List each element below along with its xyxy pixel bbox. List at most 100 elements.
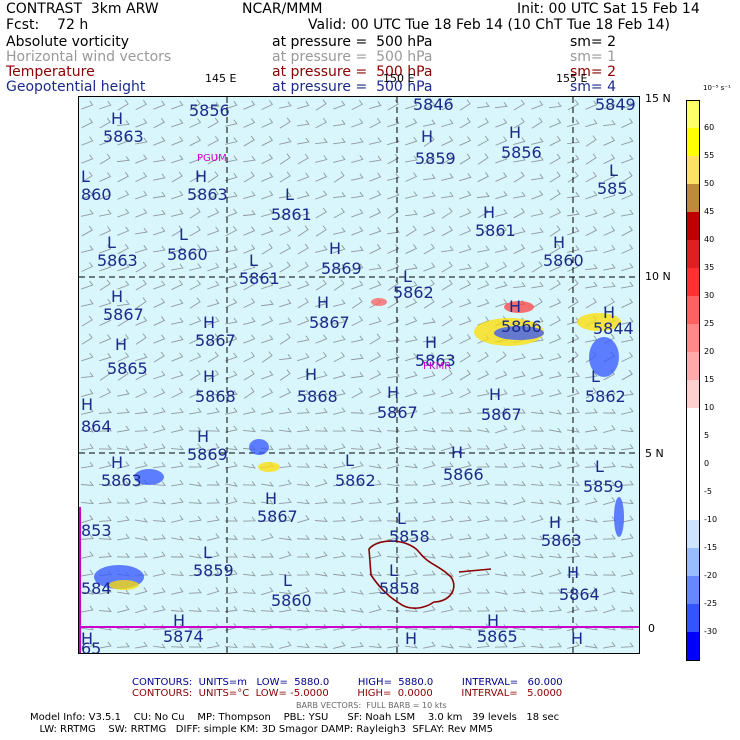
- wind-barb: [99, 190, 112, 200]
- wind-barb: [459, 443, 472, 451]
- wind-barb: [315, 155, 328, 163]
- wind-barb: [531, 353, 544, 361]
- low-marker: L: [107, 233, 116, 252]
- wind-barb: [405, 407, 418, 415]
- wind-barb: [423, 119, 436, 127]
- wind-barb: [423, 479, 436, 487]
- wind-barb: [261, 370, 274, 380]
- wind-barb: [225, 262, 238, 272]
- wind-barb: [405, 244, 418, 254]
- low-marker: L: [591, 367, 600, 386]
- wind-barb: [135, 443, 148, 451]
- wind-barb: [279, 479, 292, 487]
- wind-barb: [459, 263, 472, 271]
- wind-barb: [315, 190, 328, 200]
- wind-barb: [206, 480, 220, 486]
- legend-smoothing: sm= 4: [570, 79, 617, 95]
- wind-barb: [135, 333, 147, 345]
- wind-barb: [81, 427, 94, 433]
- wind-barb: [98, 426, 112, 432]
- wind-barb: [477, 172, 490, 183]
- wind-barb: [513, 137, 526, 145]
- wind-barb: [296, 408, 310, 414]
- height-value: 5867: [103, 305, 144, 324]
- wind-barb: [189, 225, 201, 237]
- colorbar-swatch: [686, 100, 700, 129]
- wind-barb: [278, 354, 292, 361]
- high-marker: H: [305, 365, 318, 384]
- wind-barb: [296, 534, 310, 540]
- wind-barb: [243, 226, 256, 236]
- wind-barb: [224, 516, 238, 522]
- wind-barb: [153, 569, 166, 577]
- wind-barb: [116, 299, 130, 307]
- wind-barb: [225, 155, 238, 163]
- height-value: 5862: [393, 283, 434, 302]
- wind-barb: [387, 371, 400, 379]
- wind-barb: [81, 171, 93, 183]
- wind-barb: [261, 190, 274, 200]
- wind-barb: [549, 208, 562, 219]
- wind-barb: [405, 533, 418, 541]
- wind-barb: [153, 425, 166, 434]
- wind-barb: [603, 641, 616, 649]
- wind-barb: [603, 297, 615, 309]
- wind-barb: [99, 388, 112, 399]
- low-marker: L: [283, 571, 292, 590]
- wind-barb: [260, 299, 274, 307]
- height-value: 5864: [559, 585, 600, 604]
- wind-barb: [620, 499, 634, 505]
- wind-barb: [278, 498, 292, 505]
- wind-barb: [152, 624, 166, 630]
- wind-barb: [135, 353, 148, 362]
- wind-barb: [369, 117, 381, 129]
- wind-barb: [405, 100, 418, 110]
- wind-barb: [333, 443, 346, 451]
- wind-barb: [567, 119, 580, 127]
- wind-barb: [548, 101, 562, 109]
- wind-barb: [566, 209, 580, 217]
- wind-barb: [207, 533, 220, 541]
- wind-barb: [242, 480, 256, 486]
- wind-barb: [99, 279, 111, 291]
- wind-barb: [261, 243, 273, 255]
- wind-barb: [387, 641, 400, 649]
- wind-barb: [513, 371, 526, 379]
- wind-barb: [369, 351, 382, 363]
- wind-barb: [224, 587, 238, 595]
- high-marker: H: [195, 167, 208, 186]
- wind-barb: [620, 427, 634, 433]
- wind-barb: [423, 515, 436, 523]
- wind-barb: [225, 569, 238, 577]
- wind-barb: [405, 298, 418, 308]
- temperature-contour: [368, 540, 455, 609]
- wind-barb: [423, 317, 436, 325]
- wind-barb: [512, 408, 526, 414]
- wind-barb: [423, 389, 436, 397]
- wind-barb: [603, 263, 616, 271]
- wind-barb: [278, 535, 292, 541]
- wind-barb: [531, 463, 544, 469]
- wind-barb: [566, 444, 580, 450]
- legend-smoothing: sm= 2: [570, 64, 617, 80]
- wind-barb: [243, 351, 255, 363]
- wind-barb: [620, 642, 634, 648]
- wind-barb: [387, 262, 400, 272]
- high-marker: H: [405, 629, 418, 648]
- wind-barb: [621, 298, 634, 308]
- wind-barb: [584, 606, 598, 612]
- wind-barb: [81, 551, 94, 559]
- wind-barb: [279, 171, 291, 183]
- wind-barb: [566, 408, 580, 415]
- wind-barb: [422, 570, 436, 576]
- wind-barb: [81, 641, 94, 649]
- wind-barb: [152, 462, 166, 469]
- wind-barb: [153, 173, 166, 181]
- wind-barb: [243, 244, 256, 254]
- height-value: 5858: [379, 579, 420, 598]
- wind-barb: [459, 173, 472, 182]
- wind-barb: [531, 370, 544, 380]
- wind-barb: [153, 316, 166, 326]
- colorbar-swatch: [686, 296, 700, 324]
- wind-barb: [351, 589, 364, 595]
